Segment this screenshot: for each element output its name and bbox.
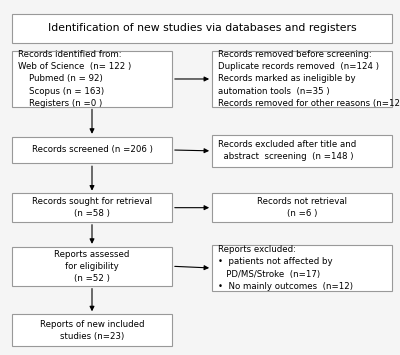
Text: Records identified from:
Web of Science  (n= 122 )
    Pubmed (n = 92)
    Scopu: Records identified from: Web of Science … bbox=[18, 50, 131, 108]
Text: Reports of new included
studies (n=23): Reports of new included studies (n=23) bbox=[40, 320, 144, 341]
Text: Records screened (n =206 ): Records screened (n =206 ) bbox=[32, 146, 152, 154]
FancyBboxPatch shape bbox=[12, 14, 392, 43]
FancyBboxPatch shape bbox=[12, 193, 172, 222]
FancyBboxPatch shape bbox=[212, 51, 392, 106]
Text: Records not retrieval
(n =6 ): Records not retrieval (n =6 ) bbox=[257, 197, 347, 218]
FancyBboxPatch shape bbox=[12, 314, 172, 346]
Text: Identification of new studies via databases and registers: Identification of new studies via databa… bbox=[48, 23, 356, 33]
FancyBboxPatch shape bbox=[12, 51, 172, 106]
FancyBboxPatch shape bbox=[212, 245, 392, 291]
FancyBboxPatch shape bbox=[212, 193, 392, 222]
FancyBboxPatch shape bbox=[12, 137, 172, 163]
Text: Records removed before screening:
Duplicate records removed  (n=124 )
Records ma: Records removed before screening: Duplic… bbox=[218, 50, 400, 108]
Text: Reports assessed
for eligibility
(n =52 ): Reports assessed for eligibility (n =52 … bbox=[54, 250, 130, 283]
Text: Records sought for retrieval
(n =58 ): Records sought for retrieval (n =58 ) bbox=[32, 197, 152, 218]
Text: Reports excluded:
•  patients not affected by
   PD/MS/Stroke  (n=17)
•  No main: Reports excluded: • patients not affecte… bbox=[218, 245, 353, 291]
FancyBboxPatch shape bbox=[212, 135, 392, 167]
Text: Records excluded after title and
  abstract  screening  (n =148 ): Records excluded after title and abstrac… bbox=[218, 140, 356, 162]
FancyBboxPatch shape bbox=[12, 247, 172, 286]
